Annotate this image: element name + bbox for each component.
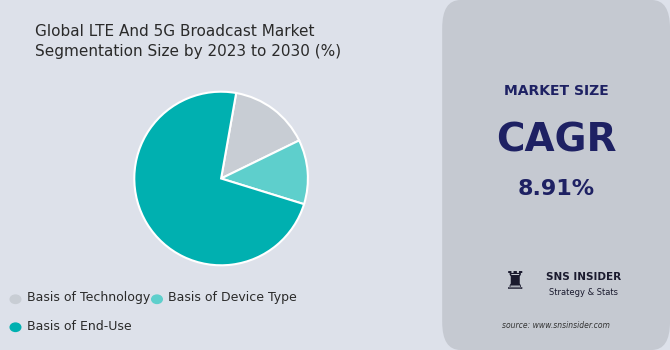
- Text: CAGR: CAGR: [496, 121, 616, 159]
- Wedge shape: [134, 92, 304, 265]
- Text: source: www.snsinsider.com: source: www.snsinsider.com: [502, 321, 610, 330]
- Circle shape: [10, 323, 21, 331]
- Text: Basis of Device Type: Basis of Device Type: [168, 292, 297, 304]
- Text: Strategy & Stats: Strategy & Stats: [549, 288, 618, 297]
- Wedge shape: [221, 93, 299, 178]
- Text: ♜: ♜: [504, 270, 526, 294]
- Text: SNS INSIDER: SNS INSIDER: [546, 272, 621, 281]
- Text: Basis of Technology: Basis of Technology: [27, 292, 150, 304]
- Text: MARKET SIZE: MARKET SIZE: [504, 84, 608, 98]
- Circle shape: [10, 295, 21, 303]
- FancyBboxPatch shape: [442, 0, 670, 350]
- Text: Global LTE And 5G Broadcast Market
Segmentation Size by 2023 to 2030 (%): Global LTE And 5G Broadcast Market Segme…: [36, 25, 342, 59]
- Text: Basis of End-Use: Basis of End-Use: [27, 320, 131, 332]
- Wedge shape: [221, 140, 308, 204]
- Circle shape: [151, 295, 162, 303]
- Text: 8.91%: 8.91%: [517, 179, 595, 199]
